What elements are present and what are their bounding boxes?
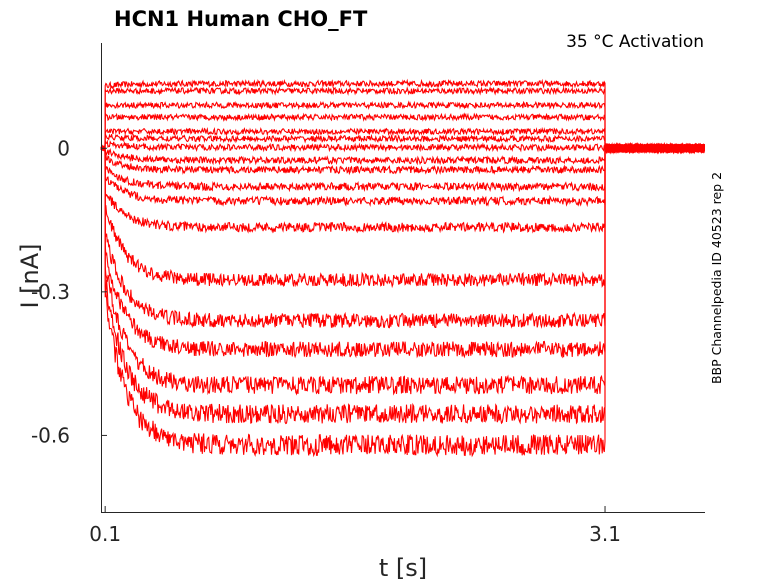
y-tick-label-2: -0.3 (31, 280, 70, 304)
temperature-annotation: 35 °C Activation (566, 32, 704, 52)
current-trace-2 (100, 86, 706, 154)
chart-title: HCN1 Human CHO_FT (114, 7, 368, 31)
x-axis-label: t [s] (379, 554, 427, 582)
current-trace-13 (100, 142, 706, 289)
y-ticks: 0 -0.3 -0.6 (31, 136, 107, 447)
x-ticks: 0.1 3.1 (89, 506, 621, 546)
axes (101, 43, 705, 513)
y-axis-label: I [nA] (16, 243, 44, 308)
current-traces (100, 78, 706, 458)
channelpedia-id-label: BBP Channelpedia ID 40523 rep 2 (709, 172, 724, 384)
current-trace-16 (100, 141, 706, 396)
current-trace-18 (100, 142, 706, 458)
y-tick-label-1: 0 (57, 136, 70, 160)
y-tick-label-3: -0.6 (31, 423, 70, 447)
x-tick-label-2: 3.1 (589, 522, 621, 546)
current-trace-14 (100, 142, 706, 329)
x-tick-label-1: 0.1 (89, 522, 121, 546)
current-trace-17 (100, 142, 705, 425)
